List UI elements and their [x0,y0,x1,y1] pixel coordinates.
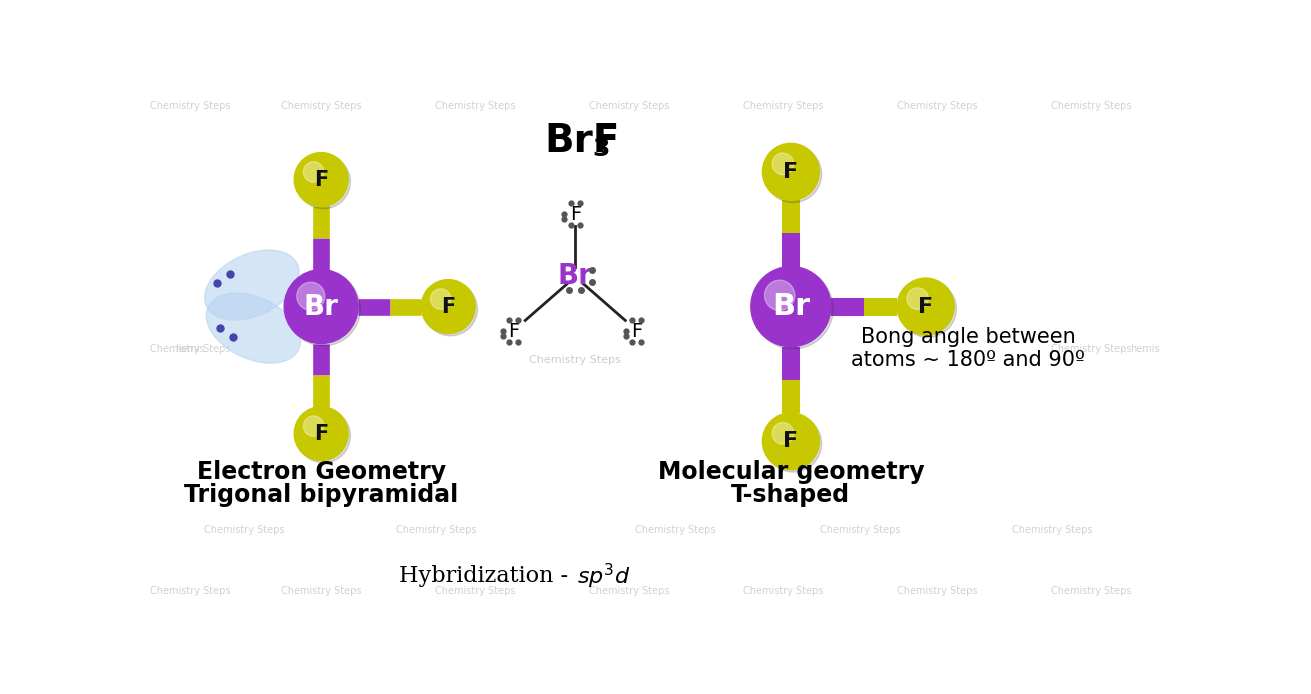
Text: Chemistry Steps: Chemistry Steps [819,525,901,535]
Circle shape [296,409,350,463]
Text: BrF: BrF [544,122,620,160]
Text: F: F [918,296,933,316]
Text: Chemistry Steps: Chemistry Steps [743,101,823,111]
Text: Br: Br [304,293,338,321]
Circle shape [753,269,834,349]
Circle shape [294,153,349,207]
Text: Chemistry Steps: Chemistry Steps [435,586,515,596]
Text: Chemistry Steps: Chemistry Steps [743,586,823,596]
Text: Chemistry Steps: Chemistry Steps [435,101,515,111]
Text: F: F [783,432,798,451]
Text: Chemistry Steps: Chemistry Steps [635,525,716,535]
Text: F: F [783,162,798,182]
Text: Chemistry Steps: Chemistry Steps [396,525,477,535]
Circle shape [294,407,349,461]
Text: hemis: hemis [1130,344,1160,354]
Text: Chemistry Steps: Chemistry Steps [1051,344,1131,354]
Circle shape [284,270,358,344]
Text: Chemistry Steps: Chemistry Steps [281,586,362,596]
Text: F: F [631,322,642,341]
Circle shape [751,266,831,346]
Circle shape [764,280,794,311]
Text: Chemistry Steps: Chemistry Steps [589,586,670,596]
Text: Electron Geometry: Electron Geometry [197,460,446,484]
Text: Chemistry Steps: Chemistry Steps [1051,101,1131,111]
Text: atoms ~ 180º and 90º: atoms ~ 180º and 90º [851,350,1086,371]
Text: hemis: hemis [176,344,205,354]
Circle shape [287,272,361,346]
Circle shape [303,416,324,437]
Circle shape [303,162,324,183]
Circle shape [430,289,451,310]
Text: Chemistry Steps: Chemistry Steps [149,101,231,111]
Circle shape [763,144,819,201]
Circle shape [421,280,475,334]
Text: Hybridization -: Hybridization - [399,565,576,587]
Text: F: F [440,296,455,316]
Circle shape [772,153,793,175]
Text: Chemistry Steps: Chemistry Steps [205,525,284,535]
Circle shape [296,282,325,310]
Text: Chemistry Steps: Chemistry Steps [530,355,621,366]
Circle shape [763,413,819,470]
Circle shape [764,415,822,472]
Text: Br: Br [772,292,810,321]
Text: Chemistry Steps: Chemistry Steps [897,101,978,111]
Text: Br: Br [557,262,593,290]
Text: F: F [315,169,328,189]
Circle shape [772,423,793,444]
Text: Chemistry Steps: Chemistry Steps [1051,586,1131,596]
Text: F: F [509,322,519,341]
Text: 3: 3 [593,137,610,161]
Ellipse shape [206,293,300,363]
Text: Chemistry Steps: Chemistry Steps [149,344,231,354]
Ellipse shape [205,250,299,320]
Text: Molecular geometry: Molecular geometry [658,460,924,484]
Text: Chemistry Steps: Chemistry Steps [1012,525,1093,535]
Text: Chemistry Steps: Chemistry Steps [281,101,362,111]
Circle shape [907,288,928,310]
Text: Chemistry Steps: Chemistry Steps [897,586,978,596]
Text: F: F [315,423,328,443]
Text: $\mathit{sp}^3\mathit{d}$: $\mathit{sp}^3\mathit{d}$ [577,561,631,591]
Text: Trigonal bipyramidal: Trigonal bipyramidal [184,483,459,507]
Circle shape [423,282,477,336]
Circle shape [296,155,350,209]
Circle shape [764,146,822,203]
Text: F: F [569,205,581,223]
Circle shape [897,278,954,335]
Text: Chemistry Steps: Chemistry Steps [149,586,231,596]
Circle shape [899,280,957,337]
Text: Bong angle between: Bong angle between [860,328,1075,348]
Text: Chemistry Steps: Chemistry Steps [589,101,670,111]
Text: T-shaped: T-shaped [732,483,851,507]
